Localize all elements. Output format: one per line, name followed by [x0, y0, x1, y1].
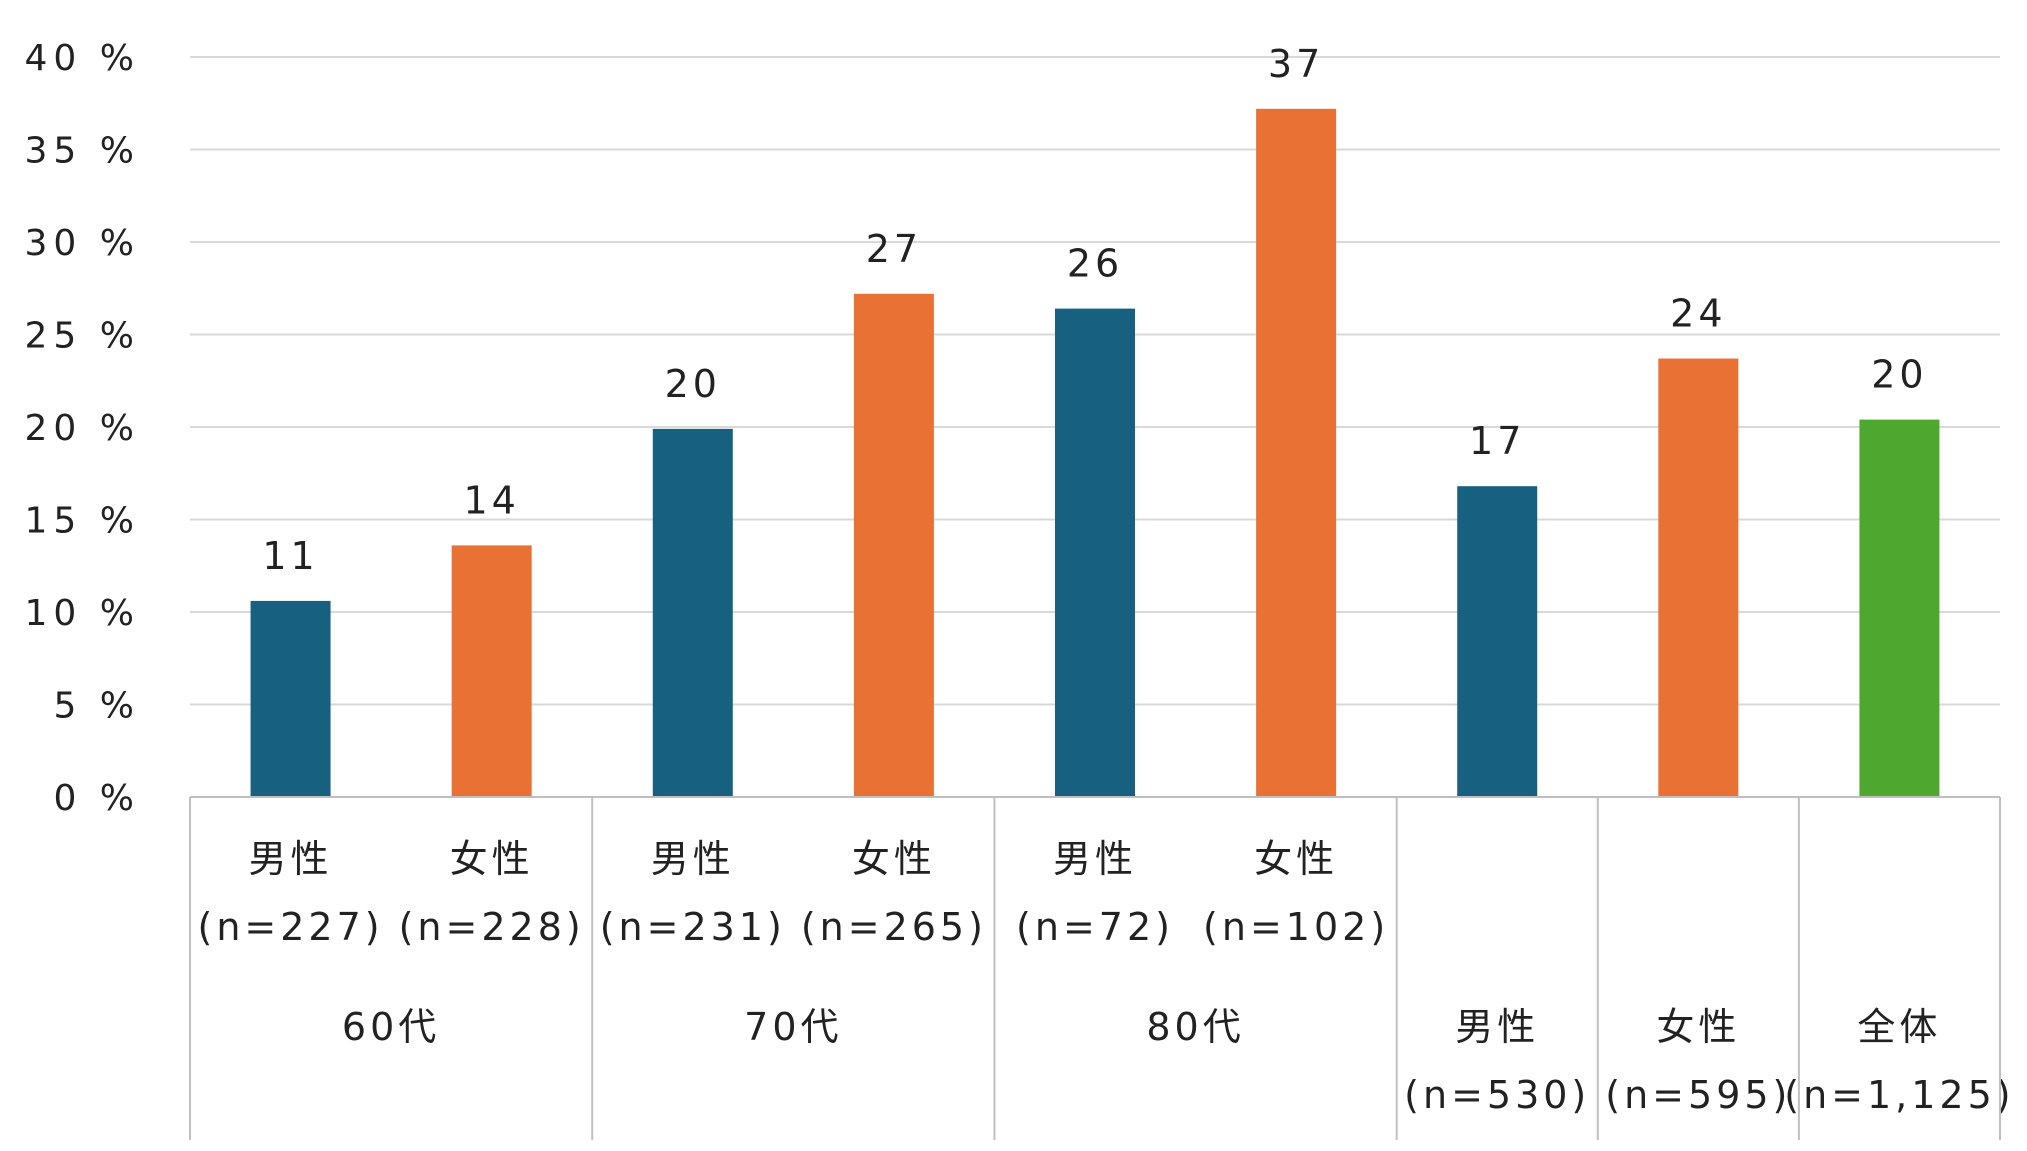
x-category-label: 男性: [1053, 837, 1137, 881]
y-tick-label: 20 %: [25, 408, 140, 449]
x-category-label: 男性: [249, 837, 333, 881]
bar: [250, 600, 331, 797]
x-sample-size-label: (n=1,125): [1784, 1073, 2014, 1117]
bar: [1457, 486, 1538, 797]
x-group-label: 70代: [744, 1005, 842, 1049]
data-label: 27: [866, 227, 922, 271]
y-tick-label: 10 %: [25, 593, 140, 634]
y-tick-label: 15 %: [25, 501, 140, 542]
x-category-label: 女性: [1656, 1005, 1740, 1049]
x-category-label: 男性: [1455, 1005, 1539, 1049]
x-sample-size-label: (n=231): [600, 905, 786, 949]
bar: [1658, 358, 1739, 797]
data-labels: 11 14 20 27 26 37 17 24 20: [262, 42, 1927, 578]
x-sample-size-label: (n=530): [1404, 1073, 1590, 1117]
data-label: 20: [665, 362, 721, 406]
y-tick-label: 35 %: [25, 131, 140, 172]
y-tick-label: 40 %: [25, 38, 140, 79]
bar: [1055, 308, 1135, 797]
data-label: 24: [1670, 292, 1726, 336]
bar: [853, 293, 934, 797]
data-label: 20: [1871, 353, 1927, 397]
x-category-label: 女性: [852, 837, 936, 881]
bar: [451, 545, 532, 797]
x-axis: 男性 (n=227) 女性 (n=228) 男性 (n=231) 女性 (n=265) 男性 (n…: [189, 796, 2014, 1140]
bar: [1256, 108, 1337, 798]
bar: [1859, 419, 1940, 797]
x-sample-size-label: (n=72): [1016, 905, 1174, 949]
bar: [652, 428, 733, 797]
x-category-label: 女性: [450, 837, 534, 881]
data-label: 26: [1067, 242, 1123, 286]
bars: [250, 108, 1940, 798]
y-tick-label: 0 %: [53, 778, 140, 819]
data-label: 11: [262, 534, 318, 578]
x-sample-size-label: (n=228): [399, 905, 585, 949]
x-category-label: 女性: [1254, 837, 1338, 881]
x-category-label: 全体: [1857, 1005, 1941, 1049]
x-group-label: 60代: [342, 1005, 440, 1049]
y-tick-label: 30 %: [25, 223, 140, 264]
data-label: 17: [1469, 419, 1525, 463]
data-label: 37: [1268, 42, 1324, 86]
x-sample-size-label: (n=227): [198, 905, 384, 949]
y-tick-label: 5 %: [53, 686, 140, 727]
x-sample-size-label: (n=265): [801, 905, 987, 949]
x-group-label: 80代: [1146, 1005, 1244, 1049]
y-axis-ticks: 0 % 5 % 10 % 15 % 20 % 25 % 30 % 35 % 40 %: [25, 38, 140, 819]
y-tick-label: 25 %: [25, 316, 140, 357]
x-sample-size-label: (n=102): [1203, 905, 1389, 949]
x-sample-size-label: (n=595): [1605, 1073, 1791, 1117]
x-category-label: 男性: [651, 837, 735, 881]
data-label: 14: [463, 478, 519, 522]
